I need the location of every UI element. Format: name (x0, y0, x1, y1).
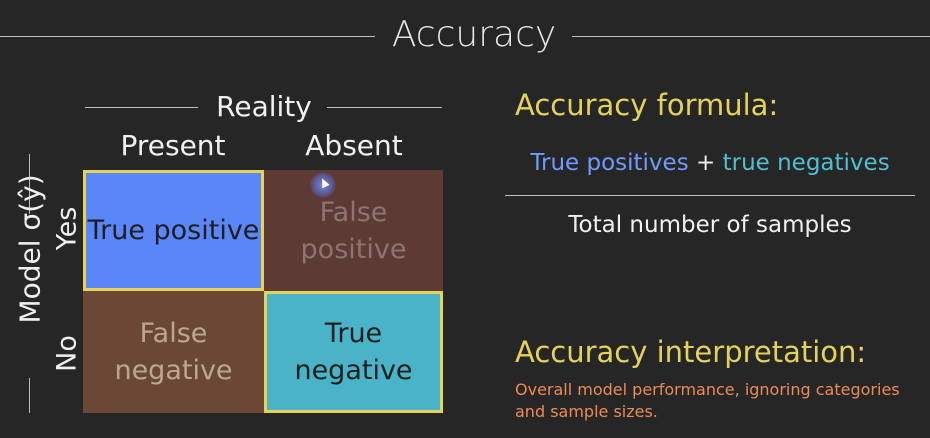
numerator-true-negatives: true negatives (722, 150, 890, 176)
reality-label: Reality (216, 90, 312, 123)
interpretation-text: Overall model performance, ignoring cate… (515, 380, 900, 421)
row-header-yes: Yes (51, 206, 83, 251)
numerator-plus: + (696, 150, 716, 176)
formula-denominator: Total number of samples (568, 212, 852, 238)
row-header-no: No (51, 335, 83, 372)
cell-false-negative: False negative (83, 291, 264, 413)
formula-numerator: True positives + true negatives (505, 150, 915, 176)
title-rule-left (0, 36, 375, 37)
slide-title: Accuracy (391, 14, 557, 55)
cell-true-positive: True positive (83, 170, 264, 291)
cell-false-positive: False positive (264, 170, 443, 291)
column-header-absent: Absent (305, 129, 403, 162)
interpretation-heading: Accuracy interpretation: (515, 335, 867, 369)
cell-true-negative: True negative (264, 291, 443, 413)
fraction-bar (505, 195, 915, 196)
pointer-highlight (310, 172, 336, 198)
reality-rule-right (327, 107, 442, 108)
numerator-true-positives: True positives (530, 150, 689, 176)
model-label: Model σ(ŷ) (13, 174, 47, 324)
column-header-present: Present (120, 129, 226, 162)
model-rule-top (29, 154, 30, 214)
reality-rule-left (85, 107, 198, 108)
title-rule-right (572, 36, 930, 37)
model-rule-bottom (29, 378, 30, 413)
formula-heading: Accuracy formula: (515, 88, 779, 122)
